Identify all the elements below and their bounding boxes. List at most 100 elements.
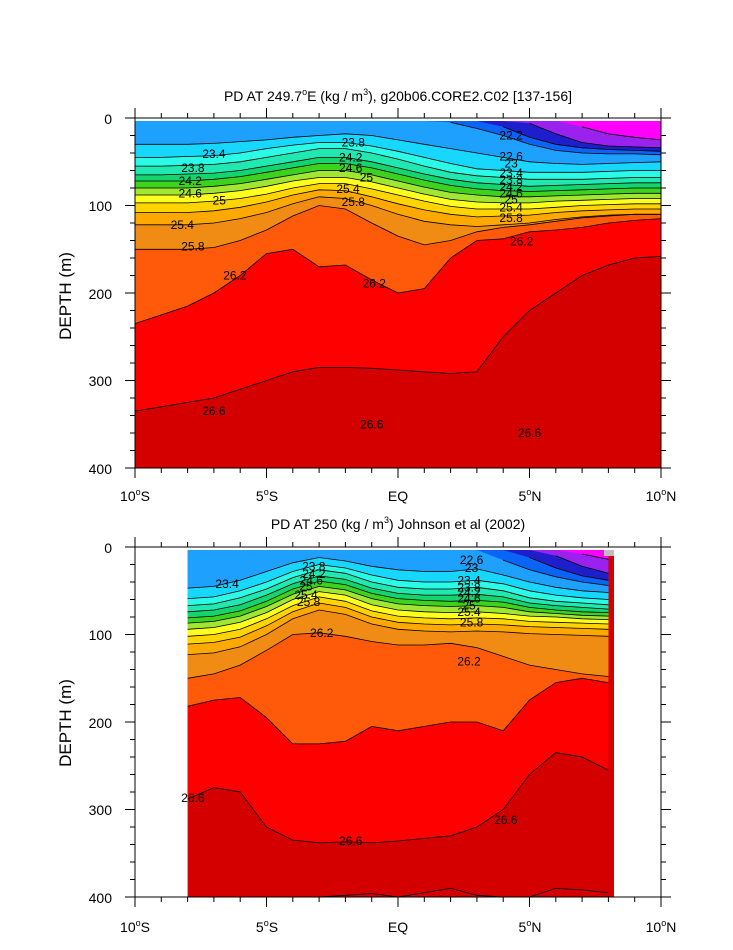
y-tick-labels: 0 100 200 300 400 (89, 540, 113, 906)
contour-label: 23.8 (342, 136, 366, 150)
isopycnal-line (135, 156, 661, 187)
x-tick-label: 5oN (519, 918, 542, 935)
density-band (135, 121, 661, 140)
x-tick-label: 10oS (120, 487, 150, 504)
contour-label: 26.6 (360, 417, 384, 431)
isopycnal-line (529, 557, 609, 581)
density-band (135, 121, 661, 152)
x-tick-labels: 10oS 5oS EQ 5oN 10oN (120, 487, 676, 504)
contour-label: 25 (360, 171, 374, 185)
top-panel: PD AT 249.7oE (kg / m3), g20b06.CORE2.C0… (56, 87, 676, 504)
contour-label: 25.8 (342, 195, 366, 209)
isopycnal-line (187, 677, 609, 745)
contour-label: 25.8 (460, 615, 484, 629)
y-axis-label: DEPTH (m) (56, 252, 75, 340)
contour-label: 25 (462, 599, 476, 613)
contour-label: 24.2 (179, 174, 203, 188)
isopycnal-line (581, 126, 662, 141)
density-band (187, 550, 609, 574)
x-tick-label: 5oN (519, 487, 542, 504)
contour-label: 25.4 (499, 200, 523, 214)
isopycnal-line (503, 126, 662, 152)
contour-label: 26.6 (494, 813, 518, 827)
contour-label: 24.2 (339, 150, 363, 164)
isopycnal-line (187, 569, 609, 606)
contour-label: 22.6 (499, 150, 523, 164)
contour-label: 26.2 (510, 234, 534, 248)
contour-label: 25.8 (499, 211, 523, 225)
isopycnal-line (187, 557, 609, 593)
contour-label: 22.6 (460, 553, 484, 567)
isopycnal-line (135, 189, 661, 218)
isopycnal-line (187, 596, 609, 637)
contour-label: 24.2 (457, 586, 481, 600)
x-tick-label: EQ (388, 488, 408, 504)
contour-label: 25.8 (297, 595, 321, 609)
contour-label: 26.6 (181, 791, 205, 805)
y-tick-label: 0 (104, 540, 112, 556)
bottom-panel: PD AT 250 (kg / m3) Johnson et al (2002)… (56, 515, 676, 935)
axis-ticks (125, 108, 671, 478)
isopycnal-line (187, 591, 609, 630)
x-tick-label: 5oS (256, 918, 278, 935)
y-axis-label: DEPTH (m) (56, 679, 75, 767)
isopycnal-line (529, 122, 662, 149)
contour-label: 24.6 (179, 186, 203, 200)
isopycnal-line (135, 183, 661, 210)
isopycnal-line (450, 122, 662, 156)
contour-labels: 23.423.824.224.6 2525.425.826.223.824.224… (171, 129, 542, 441)
contour-label: 26.6 (518, 426, 542, 440)
contour-label: 25 (213, 193, 227, 207)
density-bands (187, 550, 614, 897)
isopycnal-line (134, 255, 662, 412)
isopycnal-lines (134, 122, 662, 412)
contour-label: 25.4 (171, 218, 195, 232)
y-tick-label: 400 (89, 461, 113, 477)
isopycnal-line (187, 609, 609, 655)
contour-label: 23.4 (457, 573, 481, 587)
y-tick-labels: 0 100 200 300 400 (89, 111, 113, 477)
contour-label: 23.8 (302, 559, 326, 573)
isopycnal-line (187, 602, 609, 645)
top-panel-title: PD AT 249.7oE (kg / m3), g20b06.CORE2.C0… (224, 87, 572, 104)
contour-label: 23.4 (202, 147, 226, 161)
contour-label: 24.6 (339, 161, 363, 175)
isopycnal-line (582, 553, 609, 560)
x-tick-label: 10oN (646, 487, 677, 504)
density-band (187, 550, 609, 560)
y-tick-label: 400 (89, 890, 113, 906)
contour-label: 25 (299, 579, 313, 593)
y-tick-label: 200 (89, 715, 113, 731)
isopycnal-line (135, 163, 661, 192)
isopycnal-line (135, 148, 661, 180)
contour-label: 23 (465, 561, 479, 575)
x-tick-label: EQ (388, 919, 408, 935)
y-tick-label: 300 (89, 373, 113, 389)
contour-label: 23.8 (457, 580, 481, 594)
isopycnal-line (187, 564, 609, 600)
contour-label: 23.4 (215, 577, 239, 591)
isopycnal-line (134, 218, 662, 324)
y-tick-label: 100 (89, 198, 113, 214)
x-tick-label: 5oS (256, 487, 278, 504)
contour-labels: 23.423.824.224.62525.425.826.222.62323.4… (181, 553, 518, 848)
density-band (187, 550, 609, 593)
isopycnal-line (135, 142, 661, 173)
y-tick-label: 300 (89, 802, 113, 818)
isopycnal-line (187, 575, 609, 613)
isopycnal-line (187, 632, 609, 679)
bottom-panel-title: PD AT 250 (kg / m3) Johnson et al (2002) (271, 515, 525, 532)
isopycnal-line (187, 585, 609, 624)
isopycnal-line (555, 555, 609, 574)
contour-label: 22.2 (499, 129, 523, 143)
contour-label: 24.6 (499, 186, 523, 200)
y-tick-label: 100 (89, 627, 113, 643)
isopycnal-line (135, 177, 661, 204)
density-band (187, 550, 609, 586)
isopycnal-line (135, 133, 662, 165)
isopycnal-line (187, 752, 609, 844)
isopycnal-line (135, 170, 661, 198)
contour-label: 26.2 (457, 655, 481, 669)
y-tick-label: 0 (104, 111, 112, 127)
